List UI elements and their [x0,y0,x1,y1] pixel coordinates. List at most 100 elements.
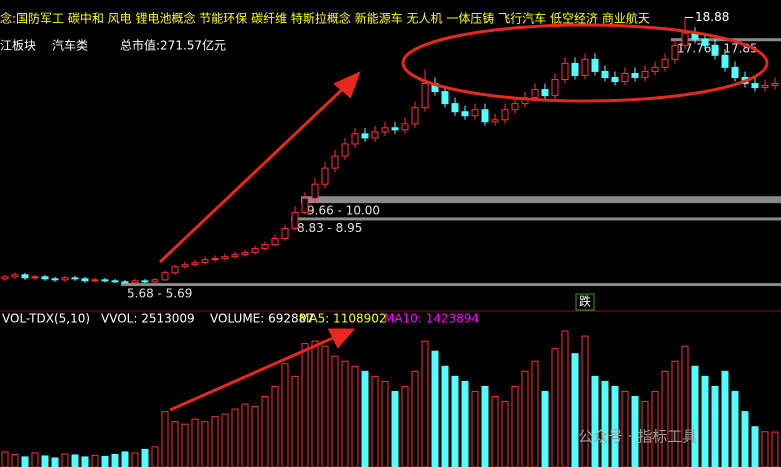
candle-body [651,66,659,72]
volume-bar [581,335,589,467]
volume-bar [651,390,659,467]
candle-body [751,83,759,89]
volume-bar [331,355,339,467]
price-band [121,283,781,287]
volume-bar [681,345,689,467]
volume-bar [531,360,539,467]
volume-legend: MA10: 1423894 [384,312,479,326]
volume-bar [511,385,519,467]
volume-bar [461,380,469,467]
signal-marker: 跌 [579,294,591,309]
candle-body [571,62,579,76]
volume-bar [491,396,499,467]
candle-body [71,277,79,280]
annotations [158,23,769,412]
candle-body [161,272,169,281]
volume-bar [61,453,69,467]
volume-bar [691,365,699,467]
volume-bar [621,390,629,467]
candle-body [511,103,519,111]
volume-bar [151,446,159,467]
candle-body [451,103,459,113]
candle-body [471,109,479,117]
volume-bar [341,360,349,467]
candle-body [671,44,679,60]
candle-body [311,183,319,199]
volume-bar [311,340,319,467]
volume-bar [501,401,509,467]
candle-body [771,83,779,87]
candle-body [1,276,9,280]
volume-bar [601,380,609,467]
band-label: 5.68 - 5.69 [127,287,192,301]
volume-bar [421,340,429,467]
volume-bar [21,456,29,467]
volume-bar [141,448,149,467]
volume-bar [271,385,279,467]
volume-bar [171,421,179,467]
volume-bar [371,375,379,467]
volume-bar [101,455,109,467]
volume-bar [771,431,779,467]
candle-body [11,274,19,278]
volume-bar [741,411,749,467]
volume-bar [541,390,549,467]
volume-bar [661,370,669,467]
volume-bar [91,454,99,467]
candle-body [581,58,589,76]
candle-body [461,111,469,117]
volume-bar [481,385,489,467]
market-cap-info: 总市值:271.57亿元 [120,38,226,53]
volume-bar [401,385,409,467]
volume-bar [391,390,399,467]
sector-info: 浙江板块 [0,39,36,53]
band-label: 8.83 - 8.95 [297,221,362,235]
volume-arrow [169,332,343,412]
candle-body [351,133,359,145]
volume-bar [561,330,569,467]
candle-body [611,76,619,83]
volume-bar [631,396,639,467]
candle-body [361,133,369,139]
volume-bar [181,423,189,467]
volume-bar [51,457,59,467]
candle-body [251,248,259,254]
volume-bar [211,416,219,467]
volume-bar [351,365,359,467]
candle-body [121,281,129,284]
volume-bar [221,413,229,467]
candle-body [151,279,159,283]
volume-bar [291,375,299,467]
arrow-head [327,328,356,349]
signal-box [575,293,595,311]
volume-bar [111,453,119,467]
candle-body [681,32,689,46]
candle-body [81,278,89,282]
trend-arrow [158,80,352,264]
volume-bar [711,385,719,467]
volume-bar [551,348,559,467]
candle-body [721,54,729,68]
volume-bar [321,345,329,467]
candle-body [331,155,339,169]
volume-bar [411,370,419,467]
volume-bar [591,375,599,467]
volume-bar [671,360,679,467]
candle-body [191,262,199,266]
volume-bar [261,396,269,467]
watermark: 公众号 · 指标工具 [578,428,697,446]
candle-body [271,238,279,246]
candle-body [101,279,109,282]
candle-body [641,70,649,78]
candle-body [661,58,669,68]
volume-bar [131,452,139,467]
candle-body [111,280,119,283]
volume-bar [361,370,369,467]
marks-layer: 17.76 - 17.859.66 - 10.008.83 - 8.955.68… [1,10,781,467]
volume-legend: VVOL: 2513009 [101,312,195,326]
volume-bar [751,426,759,467]
candle-body [701,38,709,46]
candle-body [561,62,569,80]
volume-bar [731,390,739,467]
